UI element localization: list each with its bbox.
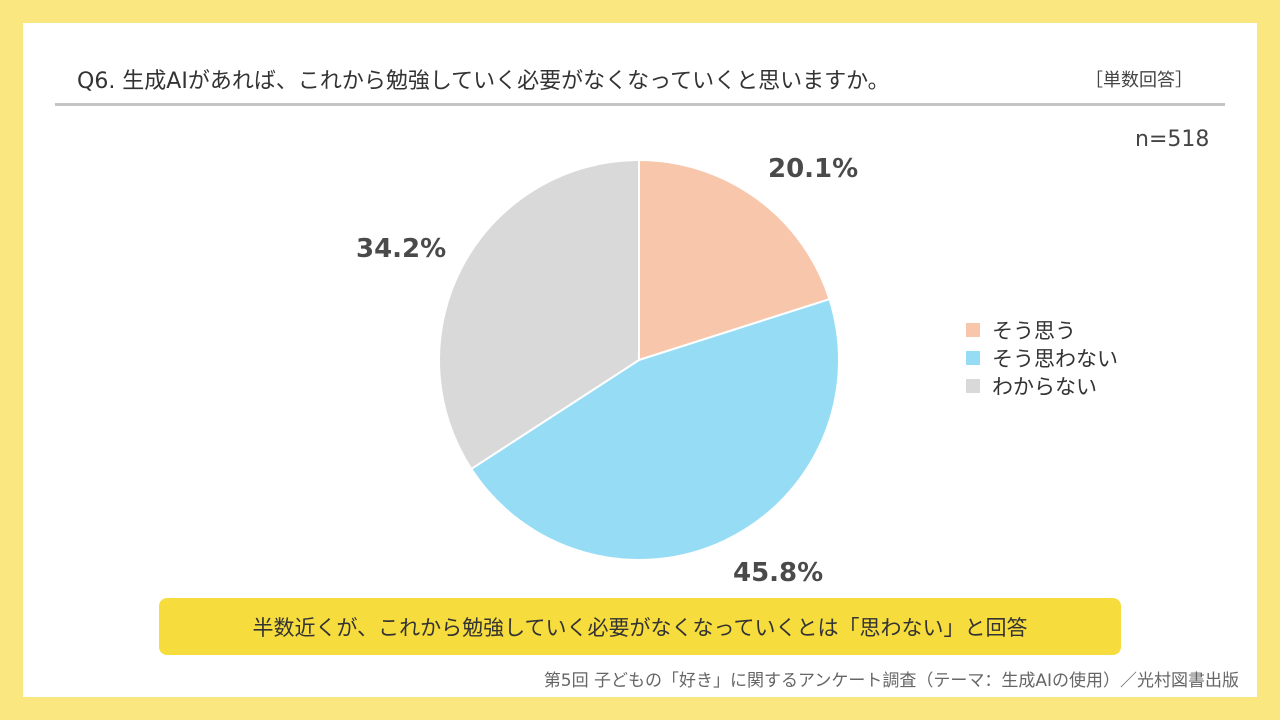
legend-label: そう思わない (992, 347, 1118, 371)
legend-swatch (966, 379, 980, 393)
slice-wakaranai (438, 158, 640, 471)
sample-size-label: n=518 (1135, 127, 1210, 152)
legend-item-wakaranai: わからない (966, 372, 1118, 400)
question-title: Q6. 生成AIがあれば、これから勉強していく必要がなくなっていくと思いますか。 (77, 69, 890, 94)
answer-type-tag: ［単数回答］ (1085, 70, 1193, 91)
slice-label-soushimowanai: 45.8% (733, 558, 824, 588)
legend-label: わからない (992, 375, 1097, 399)
legend-swatch (966, 323, 980, 337)
slice-label-soushimou: 20.1% (768, 154, 859, 184)
legend-item-soushimou: そう思う (966, 316, 1118, 344)
slide-card: Q6. 生成AIがあれば、これから勉強していく必要がなくなっていくと思いますか。… (23, 23, 1257, 697)
legend-item-soushimowanai: そう思わない (966, 344, 1118, 372)
title-divider (55, 103, 1225, 106)
slice-label-wakaranai: 34.2% (356, 234, 447, 264)
slice-soushimowanai (469, 297, 840, 561)
legend-swatch (966, 351, 980, 365)
source-credit: 第5回 子どもの「好き」に関するアンケート調査（テーマ：生成AIの使用）／光村図… (543, 671, 1239, 691)
chart-legend: そう思う そう思わない わからない (966, 316, 1118, 400)
summary-banner: 半数近くが、これから勉強していく必要がなくなっていくとは「思わない」と回答 (159, 598, 1121, 655)
legend-label: そう思う (992, 319, 1076, 343)
pie-chart (438, 158, 840, 561)
slice-soushimou (638, 158, 831, 362)
